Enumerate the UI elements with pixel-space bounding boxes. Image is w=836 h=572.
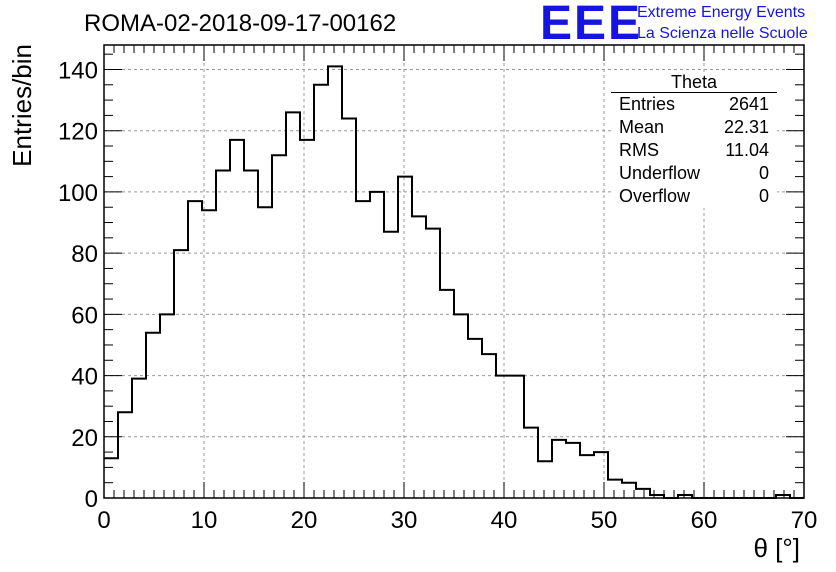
histogram-bin [328, 66, 342, 498]
stats-label: Overflow [619, 186, 691, 206]
x-tick-label: 70 [791, 507, 818, 534]
histogram-bin [412, 216, 426, 498]
stats-value: 0 [758, 186, 769, 206]
x-tick-label: 50 [591, 507, 618, 534]
x-axis-label: θ [°] [753, 533, 800, 563]
y-tick-label: 60 [71, 302, 98, 329]
histogram-bin [510, 376, 524, 498]
logo-line-1: Extreme Energy Events [637, 4, 806, 21]
x-tick-label: 40 [491, 507, 518, 534]
y-tick-label: 0 [85, 486, 98, 513]
stats-label: Entries [619, 94, 676, 114]
stats-value: 22.31 [723, 117, 769, 137]
histogram-outline [104, 65, 804, 499]
histogram-bin [356, 201, 370, 498]
y-tick-label: 100 [58, 180, 98, 207]
y-axis-label: Entries/bin [7, 44, 37, 167]
histogram-bin [314, 85, 328, 498]
stats-box: Theta Entries 2641 Mean 22.31 RMS 11.04 … [611, 72, 777, 208]
x-tick-label: 30 [391, 507, 418, 534]
x-tick-labels: 0 10 20 30 40 50 60 70 [97, 507, 817, 534]
stats-row-overflow: Overflow 0 [611, 185, 777, 208]
y-tick-label: 140 [58, 57, 98, 84]
stats-row-mean: Mean 22.31 [611, 116, 777, 139]
histogram-bin [230, 140, 244, 498]
histogram-bin [216, 170, 230, 498]
stats-row-rms: RMS 11.04 [611, 139, 777, 162]
x-tick-label: 10 [191, 507, 218, 534]
histogram-bin [566, 443, 580, 498]
y-tick-label: 80 [71, 241, 98, 268]
histogram-bin [300, 140, 314, 498]
histogram-bin [286, 112, 300, 498]
histogram-bin [132, 379, 146, 498]
x-tick-label: 60 [691, 507, 718, 534]
histogram-bin [272, 155, 286, 498]
histogram-bin [202, 210, 216, 498]
x-tick-label: 20 [291, 507, 318, 534]
stats-row-entries: Entries 2641 [611, 93, 777, 116]
histogram-bin [160, 314, 174, 498]
axis-ticks [103, 45, 805, 499]
logo-line-2: La Scienza nelle Scuole [637, 25, 808, 42]
y-tick-label: 40 [71, 364, 98, 391]
histogram-bin [426, 229, 440, 498]
histogram-bin [482, 354, 496, 498]
histogram-bin [636, 489, 650, 498]
histogram-bin [104, 458, 118, 498]
histogram-bin [174, 250, 188, 498]
histogram-bin [188, 201, 202, 498]
histogram-bin [538, 461, 552, 498]
stats-value: 11.04 [725, 140, 769, 160]
histogram-bin [594, 452, 608, 498]
histogram-bin [146, 333, 160, 498]
stats-title: Theta [611, 72, 777, 93]
histogram-bin [552, 440, 566, 498]
histogram-bin [258, 207, 272, 498]
stats-label: Mean [619, 117, 665, 137]
histogram-bin [384, 232, 398, 498]
histogram-bin [580, 455, 594, 498]
stats-value: 0 [758, 163, 769, 183]
histogram-bin [524, 428, 538, 498]
eee-logo-mark: EEE [540, 0, 643, 50]
y-tick-label: 20 [71, 425, 98, 452]
histogram-bin [608, 480, 622, 498]
histogram-bin [454, 314, 468, 498]
stats-label: RMS [619, 140, 659, 160]
histogram-bin [468, 339, 482, 498]
chart-title: ROMA-02-2018-09-17-00162 [84, 10, 397, 37]
histogram-bin [370, 192, 384, 498]
stats-row-underflow: Underflow 0 [611, 162, 777, 185]
histogram-bin [244, 170, 258, 498]
stats-value: 2641 [728, 94, 769, 114]
histogram-series [104, 65, 804, 499]
histogram-bin [440, 290, 454, 498]
histogram-bin [118, 412, 132, 498]
y-tick-label: 120 [58, 119, 98, 146]
x-tick-label: 0 [97, 507, 110, 534]
histogram-bin [398, 177, 412, 498]
histogram-bin [342, 118, 356, 498]
y-tick-labels: 0 20 40 60 80 100 120 140 [58, 57, 98, 513]
histogram-bin [496, 376, 510, 498]
stats-label: Underflow [619, 163, 701, 183]
